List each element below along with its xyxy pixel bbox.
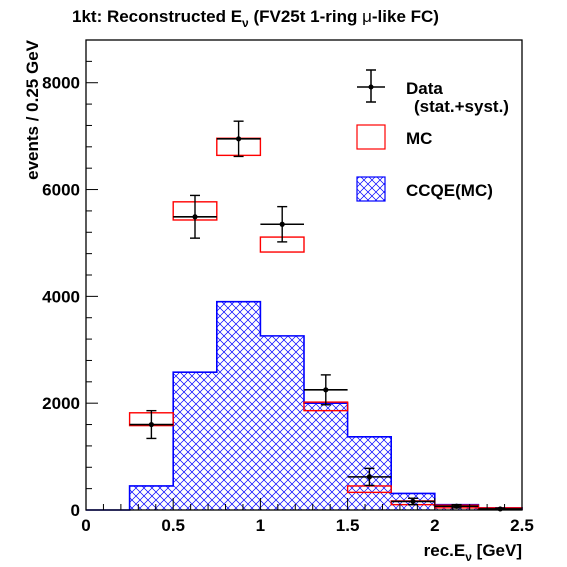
data-point — [216, 120, 261, 158]
data-point — [304, 374, 348, 406]
y-axis-title: events / 0.25 GeV — [23, 39, 42, 180]
y-tick-label: 2000 — [42, 394, 80, 413]
ccqe-bar — [260, 335, 304, 510]
title-suffix-a: (FV25t 1-ring — [249, 7, 362, 26]
data-point — [347, 467, 392, 487]
data-point — [391, 497, 435, 506]
data-marker — [236, 136, 242, 142]
x-axis-title: rec.Eν [GeV] — [424, 541, 522, 564]
data-point — [260, 205, 304, 243]
y-tick-labels: 0 2000 4000 6000 8000 — [42, 74, 80, 520]
data-point — [129, 409, 174, 440]
x-tick-label: 1 — [256, 516, 265, 535]
legend: Data (stat.+syst.) MC CCQE(MC) — [356, 69, 509, 202]
title-prefix: 1kt: Reconstructed E — [72, 7, 242, 26]
legend-label-ccqe: CCQE(MC) — [406, 181, 493, 200]
y-tick-label: 8000 — [42, 74, 80, 93]
ccqe-bar — [216, 301, 261, 510]
legend-label-data: Data — [406, 79, 443, 98]
y-tick-label: 4000 — [42, 287, 80, 306]
chart-title: 1kt: Reconstructed Eν (FV25t 1-ring μ-li… — [72, 7, 439, 30]
data-point — [434, 503, 479, 509]
axis-ticks — [85, 39, 523, 511]
x-tick-label: 0.5 — [161, 516, 185, 535]
legend-label-mc: MC — [406, 129, 432, 148]
data-points — [129, 120, 522, 512]
title-subscript: ν — [242, 16, 249, 30]
legend-sublabel-data: (stat.+syst.) — [414, 97, 509, 116]
data-marker — [366, 474, 372, 480]
ccqe-histogram — [86, 300, 523, 511]
x-tick-labels: 0 0.5 1 1.5 2 2.5 — [81, 516, 534, 535]
x-tick-label: 2 — [430, 516, 439, 535]
data-marker — [497, 506, 503, 512]
x-tick-label: 0 — [81, 516, 90, 535]
y-tick-label: 6000 — [42, 181, 80, 200]
xlabel-prefix: rec.E — [424, 541, 466, 560]
ccqe-bar — [304, 403, 348, 510]
ccqe-bar — [129, 485, 174, 510]
title-suffix-b: -like FC) — [372, 7, 439, 26]
x-tick-label: 1.5 — [336, 516, 360, 535]
title-mu: μ — [362, 7, 372, 26]
data-point — [173, 194, 217, 239]
x-tick-label: 2.5 — [510, 516, 534, 535]
data-marker — [323, 387, 329, 393]
data-marker — [192, 214, 198, 220]
xlabel-suffix: [GeV] — [472, 541, 522, 560]
legend-ccqe-marker — [356, 176, 386, 202]
ccqe-bar — [173, 372, 217, 510]
legend-data-marker — [357, 69, 385, 103]
data-marker — [454, 503, 460, 509]
legend-mc-marker — [356, 124, 386, 150]
data-marker — [410, 498, 416, 505]
xlabel-subscript: ν — [465, 550, 472, 564]
data-marker — [148, 421, 154, 428]
data-marker — [279, 221, 285, 227]
y-tick-label: 0 — [71, 501, 80, 520]
